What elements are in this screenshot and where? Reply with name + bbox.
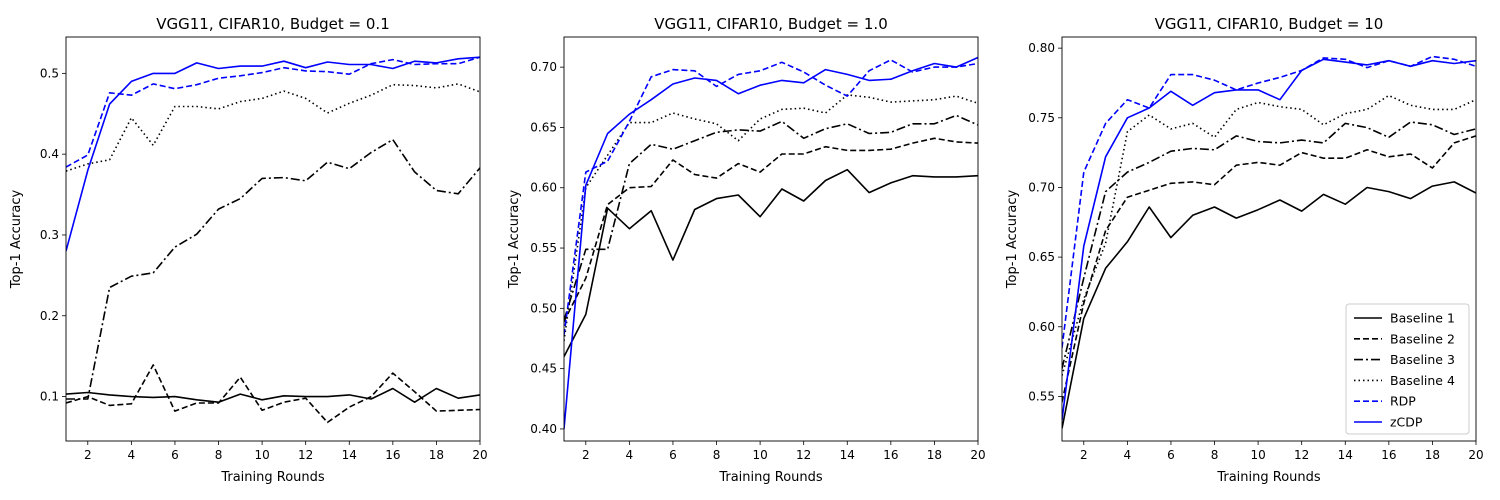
y-tick-label: 0.65 (1028, 250, 1055, 264)
x-axis-label: Training Rounds (1216, 470, 1321, 485)
x-tick-label: 16 (385, 448, 400, 462)
chart-title: VGG11, CIFAR10, Budget = 10 (1155, 15, 1384, 33)
x-tick-label: 16 (1381, 448, 1396, 462)
y-tick-label: 0.5 (40, 66, 59, 80)
x-tick-label: 2 (1080, 448, 1088, 462)
x-tick-label: 6 (171, 448, 179, 462)
series-line-baseline-4 (66, 83, 480, 172)
series-line-baseline-1 (1062, 181, 1476, 429)
x-tick-label: 10 (1250, 448, 1265, 462)
x-tick-label: 4 (1124, 448, 1132, 462)
y-axis-label: Top-1 Accuracy (9, 190, 24, 290)
y-tick-label: 0.4 (40, 147, 59, 161)
x-tick-label: 20 (970, 448, 985, 462)
series-line-zcdp (1062, 58, 1476, 421)
x-tick-label: 2 (582, 448, 590, 462)
x-tick-label: 18 (927, 448, 942, 462)
x-tick-label: 14 (840, 448, 855, 462)
x-tick-label: 14 (342, 448, 357, 462)
x-tick-label: 8 (215, 448, 223, 462)
x-tick-label: 12 (796, 448, 811, 462)
x-tick-label: 6 (1167, 448, 1175, 462)
series-line-baseline-2 (1062, 135, 1476, 403)
subplot-1: VGG11, CIFAR10, Budget = 0.1 2 4 6 8 10 12 14 16… (9, 15, 488, 485)
x-tick-label: 6 (669, 448, 677, 462)
series-line-baseline-1 (564, 168, 978, 357)
y-tick-label: 0.60 (530, 181, 557, 195)
plot-frame (563, 36, 979, 442)
x-tick-label: 8 (1211, 448, 1219, 462)
y-tick-label: 0.60 (1028, 320, 1055, 334)
subplot-3: VGG11, CIFAR10, Budget = 10 2 4 6 8 10 12 14 16 1… (1005, 15, 1484, 485)
legend-label: Baseline 1 (1390, 311, 1455, 326)
y-axis-label: Top-1 Accuracy (507, 190, 522, 290)
legend-label: RDP (1390, 394, 1416, 409)
x-tick-label: 10 (752, 448, 767, 462)
legend-label: Baseline 3 (1390, 352, 1455, 367)
x-tick-label: 20 (472, 448, 487, 462)
x-axis-label: Training Rounds (220, 470, 325, 485)
x-tick-label: 12 (298, 448, 313, 462)
series-line-baseline-3 (564, 114, 978, 321)
series-line-zcdp (564, 56, 978, 429)
series-line-baseline-4 (1062, 94, 1476, 376)
y-tick-label: 0.3 (40, 228, 59, 242)
legend-label: Baseline 2 (1390, 331, 1455, 346)
series-line-baseline-1 (66, 387, 480, 404)
series-line-baseline-3 (66, 138, 480, 400)
x-tick-label: 4 (128, 448, 136, 462)
y-tick-label: 0.2 (40, 309, 59, 323)
x-tick-label: 16 (883, 448, 898, 462)
legend-label: Baseline 4 (1390, 373, 1455, 388)
plot-frame (65, 36, 481, 442)
x-tick-label: 20 (1468, 448, 1483, 462)
x-tick-label: 14 (1338, 448, 1353, 462)
chart-title: VGG11, CIFAR10, Budget = 0.1 (156, 15, 390, 33)
y-tick-label: 0.55 (1028, 389, 1055, 403)
subplot-2: VGG11, CIFAR10, Budget = 1.0 2 4 6 8 10 12 14 16… (507, 15, 986, 485)
y-tick-label: 0.80 (1028, 41, 1055, 55)
series-line-baseline-3 (1062, 121, 1476, 369)
series-line-baseline-2 (66, 364, 480, 424)
legend: Baseline 1 Baseline 2 Baseline 3 Baseline 4… (1345, 303, 1470, 435)
y-tick-label: 0.70 (1028, 180, 1055, 194)
y-tick-label: 0.1 (40, 390, 59, 404)
series-line-zcdp (66, 56, 480, 252)
y-axis-label: Top-1 Accuracy (1005, 190, 1020, 290)
chart-title: VGG11, CIFAR10, Budget = 1.0 (654, 15, 888, 33)
x-tick-label: 2 (84, 448, 92, 462)
plot-frame (1061, 36, 1477, 442)
x-tick-label: 18 (429, 448, 444, 462)
y-tick-label: 0.75 (1028, 111, 1055, 125)
y-tick-label: 0.50 (530, 301, 557, 315)
y-tick-label: 0.40 (530, 422, 557, 436)
series-line-rdp (66, 56, 480, 168)
y-tick-label: 0.45 (530, 362, 557, 376)
x-tick-label: 10 (254, 448, 269, 462)
x-axis-label: Training Rounds (718, 470, 823, 485)
y-tick-label: 0.70 (530, 60, 557, 74)
series-line-rdp (1062, 55, 1476, 348)
x-tick-label: 8 (713, 448, 721, 462)
y-tick-label: 0.55 (530, 241, 557, 255)
x-tick-label: 18 (1425, 448, 1440, 462)
series-line-rdp (564, 59, 978, 336)
series-line-baseline-4 (564, 94, 978, 342)
legend-label: zCDP (1390, 415, 1423, 430)
x-tick-label: 12 (1294, 448, 1309, 462)
series-line-baseline-2 (564, 137, 978, 322)
x-tick-label: 4 (626, 448, 634, 462)
y-tick-label: 0.65 (530, 120, 557, 134)
